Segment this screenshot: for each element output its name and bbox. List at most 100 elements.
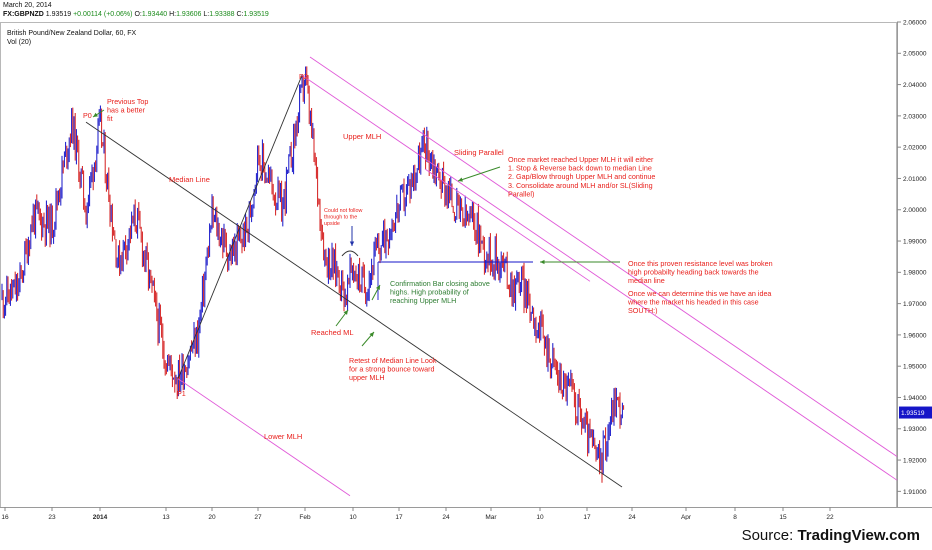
lower-mlh-line xyxy=(177,378,351,497)
price-chart[interactable]: 2.06000 2.05000 2.04000 2.03000 2.02000 2.010… xyxy=(0,0,932,520)
y-tick-label: 2.00000 xyxy=(903,207,927,214)
once-reached-note-line-4: 3. Consolidate around MLH and/or SL(Slid… xyxy=(508,181,653,190)
highs-bracket xyxy=(341,250,359,257)
could-not-follow-note-line-1: Could not follow xyxy=(324,208,362,214)
x-tick-label: 10 xyxy=(349,514,357,520)
x-tick-label: 2014 xyxy=(93,514,108,520)
x-tick-label: 24 xyxy=(628,514,636,520)
pitchfork-base-line xyxy=(177,75,303,379)
sliding-parallel-label: Sliding Parallel xyxy=(454,148,504,157)
source-name: TradingView.com xyxy=(797,527,920,544)
header-last: 1.93519 xyxy=(45,11,72,18)
outer-parallel-line xyxy=(309,56,898,457)
y-tick-label: 1.98000 xyxy=(903,270,927,277)
candles-group xyxy=(1,66,625,483)
x-tick-label: 17 xyxy=(395,514,403,520)
once-reached-arrow-shaft xyxy=(457,166,501,182)
retest-note-line-1: Retest of Median Line Look xyxy=(349,356,437,365)
header-symbol[interactable]: FX:GBPNZD xyxy=(3,11,44,18)
x-tick-label: 24 xyxy=(442,514,450,520)
header-close-label: C: xyxy=(236,11,244,18)
previous-top-note-line-3: fit xyxy=(107,114,113,123)
header-low-label: L: xyxy=(203,11,210,18)
y-tick-label: 1.95000 xyxy=(903,364,927,371)
x-tick-label: 15 xyxy=(779,514,787,520)
retest-note-line-3: upper MLH xyxy=(349,373,385,382)
y-tick-label: 2.06000 xyxy=(903,19,927,26)
confirmation-arrow-head xyxy=(375,285,380,290)
upper-mlh-line xyxy=(301,74,898,481)
confirmation-note-line-2: highs. High probability of xyxy=(390,288,469,297)
once-determine-note-line-2: where the market his headed in this case xyxy=(627,298,759,307)
could-not-follow-note-line-2: through to the xyxy=(324,215,357,221)
y-tick-label: 1.99000 xyxy=(903,238,927,245)
resistance-arrow-head xyxy=(540,259,545,265)
header-high-label: H: xyxy=(169,11,177,18)
y-tick-label: 2.02000 xyxy=(903,145,927,152)
last-price-label: 1.93519 xyxy=(901,410,925,417)
x-tick-label: 17 xyxy=(583,514,591,520)
y-tick-label: 2.01000 xyxy=(903,176,927,183)
reached-ml-arrow-head xyxy=(343,310,348,315)
proven-resistance-note-line-1: Once this proven resistance level was br… xyxy=(628,259,773,268)
proven-resistance-note-line-2: high probabilty heading back towards the xyxy=(628,268,759,277)
volume-indicator-label[interactable]: Vol (20) xyxy=(7,39,32,46)
confirmation-note-line-1: Confirmation Bar closing above xyxy=(390,279,490,288)
previous-top-note-line-1: Previous Top xyxy=(107,97,148,106)
sliding-parallel-line xyxy=(424,168,591,282)
x-tick-label: 10 xyxy=(536,514,544,520)
y-tick-label: 1.97000 xyxy=(903,301,927,308)
y-tick-label: 2.03000 xyxy=(903,113,927,120)
once-determine-note-line-3: SOUTH:) xyxy=(628,306,658,315)
pivot-p0-label: P0 xyxy=(83,111,92,120)
header-open-label: O: xyxy=(134,11,142,18)
header-change: +0.00114 (+0.06%) xyxy=(73,11,133,18)
lower-mlh-label: Lower MLH xyxy=(264,432,302,441)
x-tick-label: Apr xyxy=(681,514,692,520)
header-low: 1.93388 xyxy=(209,11,235,18)
x-tick-label: 13 xyxy=(162,514,170,520)
could-not-follow-note-line-3: upside xyxy=(324,221,340,227)
y-tick-label: 1.96000 xyxy=(903,332,927,339)
once-determine-note-line-1: Once we can determine this we have an id… xyxy=(628,289,771,298)
could-not-follow-arrow-head xyxy=(349,241,355,246)
x-tick-label: 8 xyxy=(733,514,737,520)
x-tick-label: 22 xyxy=(826,514,834,520)
header-close: 1.93519 xyxy=(243,11,269,18)
chart-title: British Pound/New Zealand Dollar, 60, FX xyxy=(7,30,137,37)
once-reached-note-line-3: 2. Gap/Blow through Upper MLH and contin… xyxy=(508,172,655,181)
x-tick-label: 27 xyxy=(254,514,262,520)
proven-resistance-note-line-3: median line xyxy=(628,276,665,285)
y-tick-label: 1.94000 xyxy=(903,395,927,402)
x-tick-label: 20 xyxy=(208,514,216,520)
x-tick-label: Feb xyxy=(299,514,311,520)
previous-top-arrow-head xyxy=(93,112,98,117)
y-tick-label: 1.91000 xyxy=(903,489,927,496)
header-quote: FX:GBPNZD 1.93519 +0.00114 (+0.06%) O:1.… xyxy=(3,11,269,18)
once-reached-arrow-head xyxy=(458,177,463,182)
source-credit: Source: TradingView.com xyxy=(742,527,920,544)
once-reached-note-line-1: Once market reached Upper MLH it will ei… xyxy=(508,155,654,164)
source-prefix: Source: xyxy=(741,527,798,544)
once-reached-note-line-5: Parallel) xyxy=(508,189,534,198)
header-date: March 20, 2014 xyxy=(3,2,52,9)
header-high: 1.93606 xyxy=(176,11,202,18)
reached-ml-label: Reached ML xyxy=(311,328,354,337)
y-tick-label: 2.05000 xyxy=(903,51,927,58)
retest-note-line-2: for a strong bounce toward xyxy=(349,365,435,374)
y-tick-label: 1.93000 xyxy=(903,426,927,433)
pivot-p2-label: P2 xyxy=(299,72,308,81)
x-tick-label: 16 xyxy=(1,514,9,520)
y-tick-label: 1.92000 xyxy=(903,457,927,464)
x-tick-label: 23 xyxy=(48,514,56,520)
last-price-tag xyxy=(899,406,932,419)
x-tick-label: Mar xyxy=(485,514,497,520)
confirmation-note-line-3: reaching Upper MLH xyxy=(390,296,456,305)
upper-mlh-label: Upper MLH xyxy=(343,132,381,141)
once-reached-note-line-2: 1. Stop & Reverse back down to median Li… xyxy=(508,164,652,173)
y-tick-label: 2.04000 xyxy=(903,82,927,89)
header-open: 1.93440 xyxy=(141,11,168,18)
previous-top-note-line-2: has a better xyxy=(107,106,146,115)
median-line-label: Median Line xyxy=(169,175,210,184)
pivot-p1-label: P1 xyxy=(177,389,186,398)
